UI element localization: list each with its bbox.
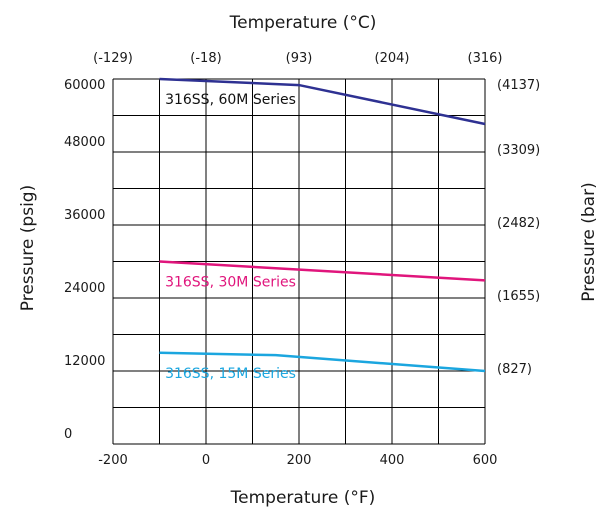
series-line-0 (159, 77, 486, 126)
tick-labels: -200 0 200 400 600 0 12000 24000 36000 48000 60000… (64, 51, 540, 468)
grid (112, 78, 486, 445)
right-tick-label: (827) (497, 362, 532, 377)
right-tick-label: (4137) (497, 78, 540, 93)
series-label: 316SS, 15M Series (165, 366, 296, 382)
y-tick-label: 0 (64, 427, 72, 442)
x-tick-label: 200 (287, 453, 312, 468)
x-tick-label: -200 (98, 453, 128, 468)
x-axis-title: Temperature (°F) (230, 488, 376, 508)
series-labels: 316SS, 60M Series 316SS, 30M Series 316SS,… (165, 92, 296, 382)
x-tick-label: 0 (202, 453, 210, 468)
right-tick-label: (1655) (497, 289, 540, 304)
y-tick-label: 60000 (64, 78, 105, 93)
right-tick-label: (3309) (497, 143, 540, 158)
right-tick-label: (2482) (497, 216, 540, 231)
y-tick-label: 24000 (64, 281, 105, 296)
series-line-1 (159, 260, 486, 282)
top-tick-label: (-18) (190, 51, 221, 66)
top-tick-label: (93) (286, 51, 313, 66)
top-tick-label: (204) (375, 51, 410, 66)
top-tick-label: (316) (468, 51, 503, 66)
top-axis-title: Temperature (°C) (229, 13, 377, 33)
y-tick-label: 12000 (64, 354, 105, 369)
series-label: 316SS, 30M Series (165, 275, 296, 291)
series-label: 316SS, 60M Series (165, 92, 296, 108)
y-axis-title: Pressure (psig) (18, 185, 38, 311)
x-tick-label: 600 (473, 453, 498, 468)
y-tick-label: 36000 (64, 208, 105, 223)
x-tick-label: 400 (380, 453, 405, 468)
right-axis-title: Pressure (bar) (579, 182, 599, 301)
top-tick-label: (-129) (93, 51, 133, 66)
y-tick-label: 48000 (64, 135, 105, 150)
series-lines (159, 77, 486, 373)
series-line-2 (159, 351, 486, 373)
